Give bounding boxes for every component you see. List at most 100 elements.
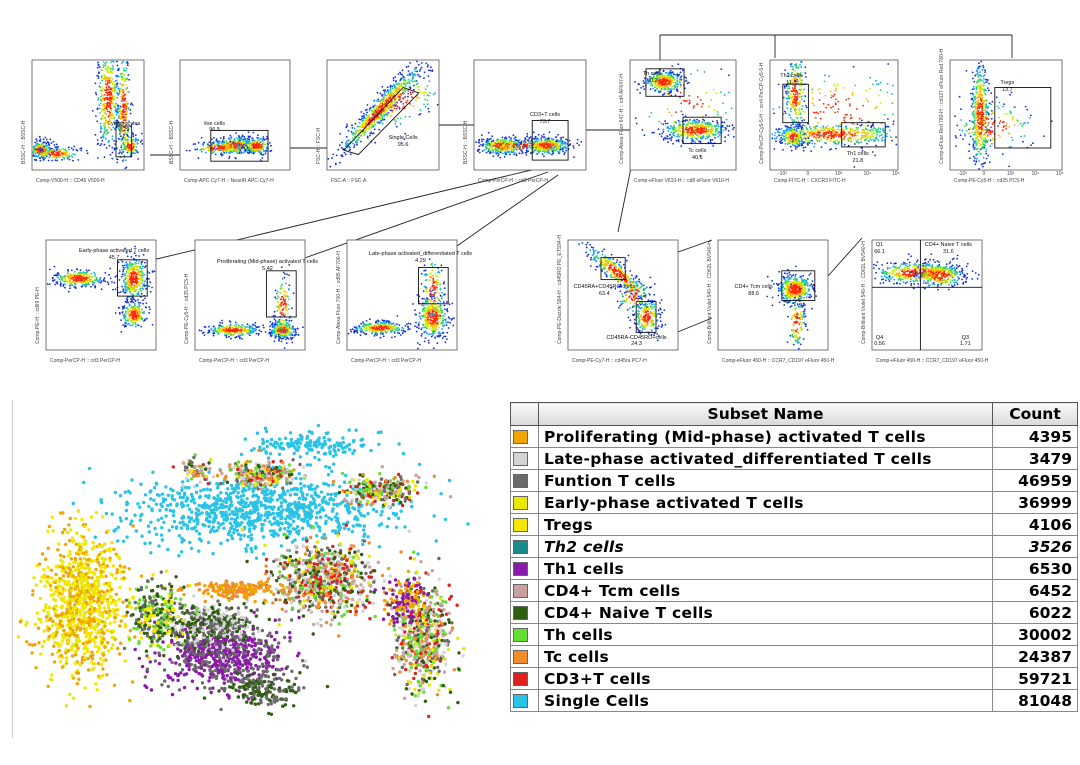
event-dot bbox=[108, 70, 111, 73]
event-dot bbox=[799, 81, 801, 84]
gate-outline[interactable] bbox=[342, 86, 420, 156]
event-dot bbox=[797, 111, 799, 114]
event-dot bbox=[696, 103, 698, 106]
event-dot bbox=[716, 113, 719, 116]
event-dot bbox=[675, 139, 678, 142]
event-dot bbox=[816, 125, 819, 128]
event-dot bbox=[793, 101, 795, 104]
event-dot bbox=[412, 105, 415, 107]
event-dot bbox=[796, 96, 798, 98]
event-dot bbox=[654, 77, 657, 80]
event-dot bbox=[525, 150, 528, 152]
event-dot bbox=[363, 126, 365, 128]
event-dot bbox=[647, 82, 650, 85]
event-dot bbox=[514, 148, 517, 150]
gate-outline[interactable] bbox=[115, 125, 133, 158]
event-dot bbox=[679, 71, 682, 74]
event-dot bbox=[714, 137, 716, 139]
event-dot bbox=[106, 129, 108, 131]
event-dot bbox=[260, 146, 263, 148]
event-dot bbox=[393, 84, 396, 86]
event-dot bbox=[377, 120, 380, 123]
event-dot bbox=[372, 132, 375, 135]
event-dot bbox=[112, 113, 115, 116]
event-dot bbox=[673, 79, 675, 81]
event-dot bbox=[111, 146, 114, 149]
event-dot bbox=[346, 125, 348, 128]
event-dot bbox=[680, 125, 682, 128]
event-dot bbox=[119, 73, 122, 75]
event-dot bbox=[791, 99, 794, 102]
event-dot bbox=[508, 136, 511, 138]
event-dot bbox=[105, 91, 107, 94]
event-dot bbox=[792, 93, 795, 96]
event-dot bbox=[36, 142, 39, 145]
event-dot bbox=[394, 80, 397, 83]
event-dot bbox=[504, 146, 507, 148]
gate-outline[interactable] bbox=[645, 68, 685, 97]
event-dot bbox=[500, 149, 503, 152]
event-dot bbox=[728, 125, 731, 128]
event-dot bbox=[401, 73, 403, 76]
event-dot bbox=[349, 153, 352, 156]
event-dot bbox=[111, 60, 114, 62]
event-dot bbox=[123, 141, 125, 143]
gate-name: Single Cells bbox=[388, 134, 418, 141]
event-dot bbox=[118, 108, 120, 110]
event-dot bbox=[508, 148, 511, 151]
event-dot bbox=[555, 145, 558, 148]
event-dot bbox=[673, 85, 676, 87]
event-dot bbox=[219, 149, 221, 151]
event-dot bbox=[382, 98, 385, 101]
event-dot bbox=[66, 156, 69, 159]
event-dot bbox=[822, 125, 825, 127]
event-dot bbox=[796, 93, 799, 95]
event-dot bbox=[116, 158, 118, 160]
event-dot bbox=[694, 141, 697, 144]
event-dot bbox=[794, 107, 796, 110]
event-dot bbox=[700, 122, 703, 125]
event-dot bbox=[499, 151, 502, 154]
event-dot bbox=[123, 143, 125, 146]
event-dot bbox=[371, 113, 374, 116]
event-dot bbox=[542, 133, 545, 136]
event-dot bbox=[115, 113, 118, 116]
event-dot bbox=[868, 139, 870, 142]
event-dot bbox=[799, 84, 801, 87]
event-dot bbox=[205, 151, 207, 154]
event-dot bbox=[368, 115, 370, 118]
event-dot bbox=[794, 90, 797, 93]
gate-outline[interactable] bbox=[682, 116, 722, 145]
event-dot bbox=[800, 79, 803, 82]
event-dot bbox=[72, 159, 74, 162]
event-dot bbox=[76, 149, 79, 152]
event-dot bbox=[649, 88, 652, 90]
event-dot bbox=[381, 122, 384, 125]
event-dot bbox=[105, 105, 108, 108]
event-dot bbox=[794, 70, 796, 73]
event-dot bbox=[408, 115, 411, 118]
event-dot bbox=[881, 138, 883, 140]
event-dot bbox=[876, 133, 878, 136]
event-dot bbox=[112, 67, 114, 70]
event-dot bbox=[113, 91, 116, 94]
event-dot bbox=[97, 63, 100, 66]
event-dot bbox=[368, 109, 371, 112]
event-dot bbox=[135, 139, 138, 142]
event-dot bbox=[393, 118, 396, 121]
event-dot bbox=[551, 144, 554, 147]
event-dot bbox=[54, 159, 57, 162]
event-dot bbox=[776, 130, 779, 132]
event-dot bbox=[364, 124, 367, 127]
gate-outline[interactable] bbox=[531, 120, 569, 161]
event-dot bbox=[723, 121, 726, 124]
event-dot bbox=[530, 147, 532, 149]
event-dot bbox=[487, 131, 490, 134]
event-dot bbox=[808, 134, 811, 136]
event-dot bbox=[126, 62, 129, 65]
event-dot bbox=[514, 136, 517, 139]
event-dot bbox=[265, 148, 268, 150]
gate-outline[interactable] bbox=[210, 129, 269, 162]
event-dot bbox=[492, 145, 495, 147]
event-dot bbox=[408, 80, 411, 83]
